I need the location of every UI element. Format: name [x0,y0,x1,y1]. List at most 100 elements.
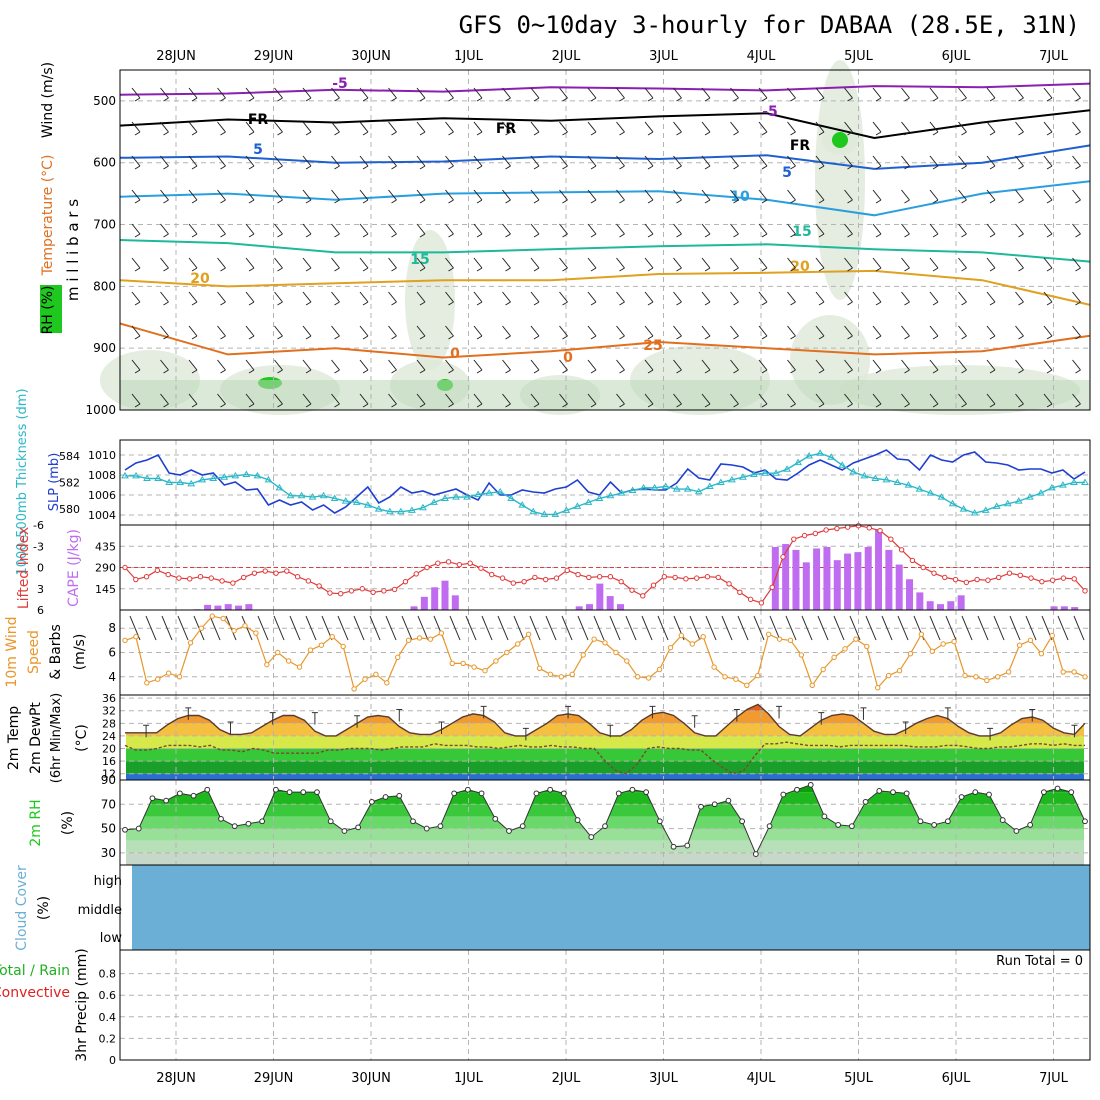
wind-speed-marker [984,677,990,684]
wind-speed-marker [973,674,979,680]
wind-barb [502,393,511,408]
lifted-index-marker [1039,578,1045,585]
wind-barb [673,325,682,340]
wind-barb [901,325,910,340]
wind-barb [901,223,910,238]
cape-bar [895,564,903,610]
lifted-index-marker [1006,570,1013,576]
temperature-contour [119,109,1091,140]
wind-barb [616,155,625,170]
cape-bar [1050,606,1058,610]
wind-tick-label: 6 [108,646,116,660]
thickness-marker [374,505,383,512]
pressure-tick-label: 500 [93,94,116,108]
wind-barb [673,223,682,238]
wind-barb [929,121,939,136]
wind-speed-marker [853,636,859,642]
wind-speed-marker [678,632,685,639]
wind-speed-marker [275,649,281,656]
lifted-index-marker [456,561,463,568]
lifted-index-marker [532,574,538,581]
wind-barb [815,121,825,136]
wind-barb [388,155,397,170]
wind-speed-marker [176,674,183,680]
thickness-marker [132,471,140,479]
cape-bar [906,579,914,610]
surface-wind-barb [385,615,397,641]
wind-barb [416,87,426,102]
rh-marker [944,818,951,825]
wind-speed-marker [220,615,226,622]
minmax-bar [607,724,614,738]
wind-barb [217,359,226,374]
wind-speed-marker [940,641,946,647]
wind-barb [986,291,996,306]
wind-speed-marker [591,636,597,642]
thickness-marker [198,475,207,483]
thickness-marker [794,458,802,466]
lifted-index-marker [726,581,732,587]
thickness-marker [253,471,262,479]
cape-bar [1071,607,1079,610]
rh-marker [752,851,759,857]
thickness-marker [352,498,361,505]
surface-wind-barb [353,615,365,641]
wind-barb [502,87,511,102]
wind-speed-marker [318,642,325,648]
top-date-label: 30JUN [351,49,391,64]
wind-barb [416,189,426,204]
thickness-marker [816,449,825,456]
wind-barb [844,121,853,136]
wind-barb [815,393,825,408]
temperature-contour [119,322,1091,359]
wind-barb [473,393,483,408]
temp-band [125,748,1085,762]
wind-barb [986,393,996,408]
top-date-label: 1JUL [454,49,484,64]
rh-marker [876,788,883,794]
surface-wind-barb [241,615,253,641]
bottom-date-label: 2JUL [552,1071,582,1086]
contour-label: 0 [450,346,460,362]
cape-bar [606,596,614,610]
rh-marker [615,790,622,797]
wind-barb [1072,291,1081,306]
thickness-marker [683,485,692,492]
wind-barb [1072,87,1081,102]
rh-marker [245,820,252,827]
wind-barb [673,291,682,306]
lifted-index-marker [327,590,333,596]
wind-barb [1043,257,1053,272]
wind-barb [160,121,169,136]
thickness-marker [805,451,814,459]
surface-wind-barb [705,615,717,641]
wind-speed-marker [667,644,674,651]
wind-barb [131,393,141,408]
lifted-index-marker [284,568,290,574]
lifted-index-marker [305,578,312,584]
thickness-marker [750,470,758,478]
rh-band [125,840,1085,853]
rh-marker [492,815,499,822]
wind-barb [701,325,711,340]
wind-barb [1015,121,1024,136]
wind-speed-marker [962,672,968,679]
wind-barb [872,121,882,136]
wind-barb [416,325,426,340]
rh-marker [300,789,307,796]
wind-barb [502,189,511,204]
thickness-marker [882,475,891,483]
lifted-index-marker [143,574,150,580]
rh-marker [204,786,211,793]
wind-barb [644,393,654,408]
wind-barb [1043,325,1053,340]
wind-barb [502,325,511,340]
wind-barb [274,87,283,102]
wind-barb [701,257,711,272]
cape-bar [823,546,831,610]
lifted-index-marker [920,564,926,571]
top-date-label: 4JUL [747,49,777,64]
wind-barb [758,87,768,102]
lifted-index-marker [359,586,366,592]
